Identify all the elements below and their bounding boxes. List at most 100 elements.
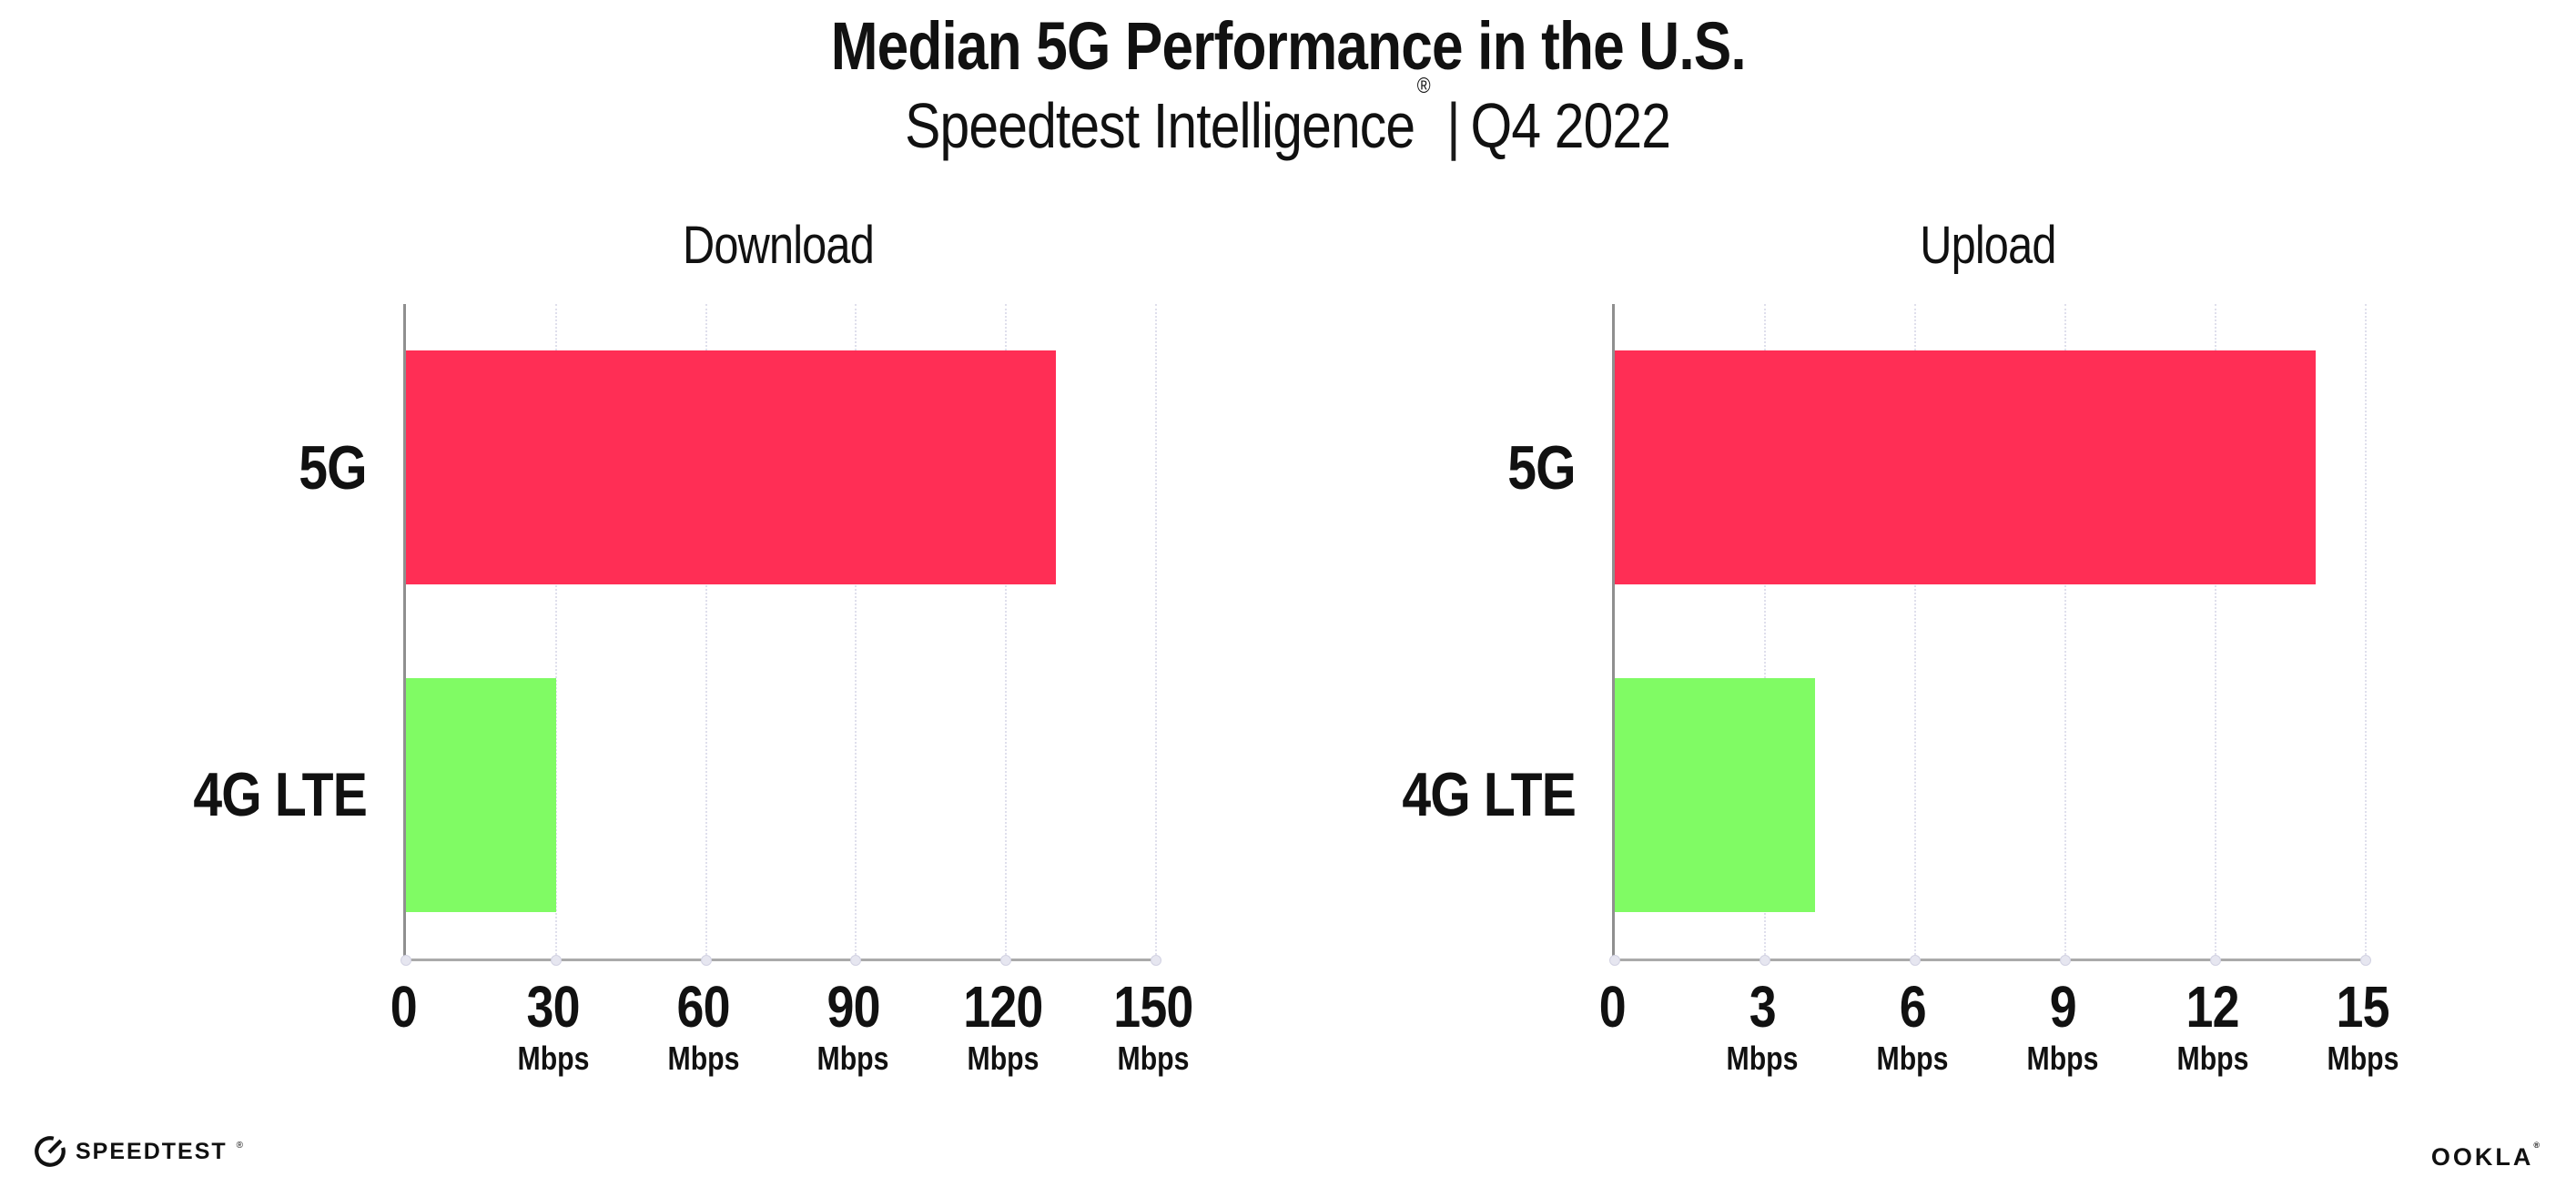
tick-value-text: 120 [963, 974, 1044, 1040]
tick-value: 0 [312, 974, 494, 1040]
ookla-trademark-icon: ® [2533, 1141, 2542, 1150]
tick-label: 90 Mbps [762, 974, 944, 1077]
page-subtitle: Speedtest Intelligence® | Q4 2022 [0, 74, 2576, 162]
tick-value: 15 [2272, 974, 2454, 1040]
tick-value-text: 3 [1749, 974, 1776, 1040]
page-title-text: Median 5G Performance in the U.S. [830, 8, 1746, 84]
speedtest-gauge-icon [35, 1136, 66, 1167]
bar-5g [1615, 350, 2316, 585]
gridline [2064, 304, 2066, 959]
page-subtitle-text: Speedtest Intelligence® | Q4 2022 [905, 74, 1672, 162]
tick-unit: Mbps [1671, 1040, 1853, 1077]
speedtest-logo: SPEEDTEST ® [33, 1134, 244, 1169]
tick-value-text: 12 [2186, 974, 2240, 1040]
ookla-logo-text: OOKLA [2430, 1143, 2534, 1171]
tick-label: 3 Mbps [1671, 974, 1853, 1077]
gridline [1914, 304, 1916, 959]
tick-value-text: 60 [676, 974, 731, 1040]
tick-label: 15 Mbps [2272, 974, 2454, 1077]
tick-value-text: 15 [2336, 974, 2390, 1040]
category-label-text: 5G [299, 432, 367, 502]
tick-value-text: 0 [1598, 974, 1626, 1040]
upload-chart-title-text: Upload [1919, 216, 2056, 275]
tick-label: 0 [312, 974, 494, 1040]
category-label-text: 5G [1507, 432, 1576, 502]
axis-tick-dot [401, 955, 411, 966]
tick-unit-text: Mbps [1876, 1040, 1949, 1077]
subtitle-separator: | [1446, 90, 1461, 161]
tick-unit: Mbps [1062, 1040, 1244, 1077]
category-label: 4G LTE [0, 754, 368, 836]
category-label: 5G [0, 427, 1576, 509]
speedtest-logo-text: SPEEDTEST [76, 1138, 228, 1164]
subtitle-period: Q4 2022 [1470, 90, 1672, 161]
tick-value: 90 [762, 974, 944, 1040]
tick-value: 60 [613, 974, 795, 1040]
tick-value: 9 [1972, 974, 2154, 1040]
axis-tick-dot [2360, 955, 2371, 966]
subtitle-brand: Speedtest Intelligence [905, 90, 1415, 161]
download-chart-title-text: Download [683, 216, 875, 275]
page-title: Median 5G Performance in the U.S. [0, 7, 2576, 85]
tick-value: 3 [1671, 974, 1853, 1040]
tick-label: 6 Mbps [1821, 974, 2003, 1077]
bar-4g-lte [406, 677, 556, 912]
tick-value-text: 90 [827, 974, 880, 1040]
tick-unit-text: Mbps [967, 1040, 1040, 1077]
axis-tick-dot [1000, 955, 1012, 966]
gridline [855, 304, 857, 959]
tick-label: 60 Mbps [613, 974, 795, 1077]
tick-unit-text: Mbps [667, 1040, 740, 1077]
axis-tick-dot [1760, 955, 1770, 966]
tick-value: 30 [462, 978, 644, 1036]
tick-unit: Mbps [762, 1040, 944, 1077]
tick-unit: Mbps [2272, 1040, 2454, 1077]
speedtest-trademark-icon: ® [236, 1140, 244, 1151]
tick-unit-text: Mbps [2327, 1040, 2399, 1077]
gridline [554, 304, 557, 959]
tick-value: 120 [912, 974, 1094, 1040]
upload-chart-title: Upload [1612, 215, 2363, 276]
tick-value-text: 150 [1113, 974, 1193, 1040]
gridline [705, 304, 707, 959]
tick-unit: Mbps [613, 1040, 795, 1077]
axis-tick-dot [1910, 955, 1921, 966]
tick-unit-text: Mbps [2176, 1040, 2249, 1077]
bar-4g-lte [1615, 677, 1815, 912]
axis-tick-dot [2060, 955, 2071, 966]
tick-label: 30 Mbps [462, 978, 644, 1077]
tick-value: 6 [1821, 974, 2003, 1040]
axis-tick-dot [2210, 955, 2221, 966]
download-chart-title: Download [403, 215, 1153, 276]
gridline [2215, 304, 2216, 959]
tick-value: 150 [1062, 974, 1244, 1040]
tick-label: 0 [1521, 974, 1703, 1040]
tick-value-text: 9 [2049, 974, 2076, 1040]
tick-label: 9 Mbps [1972, 974, 2154, 1077]
download-chart-plot-area [401, 304, 1161, 966]
category-label: 5G [0, 427, 367, 509]
tick-unit: Mbps [1821, 1040, 2003, 1077]
tick-unit: Mbps [912, 1040, 1094, 1077]
tick-value-text: 6 [1899, 974, 1926, 1040]
gridline [1155, 304, 1157, 959]
tick-unit-text: Mbps [816, 1040, 889, 1077]
tick-value: 0 [1521, 974, 1703, 1040]
tick-unit-text: Mbps [517, 1040, 590, 1077]
tick-unit-text: Mbps [2026, 1040, 2099, 1077]
gridline [2365, 304, 2367, 959]
tick-unit: Mbps [2122, 1040, 2304, 1077]
category-label-text: 4G LTE [193, 760, 368, 830]
tick-label: 12 Mbps [2122, 974, 2304, 1077]
axis-tick-dot [1609, 955, 1620, 966]
axis-tick-dot [700, 955, 712, 966]
tick-value: 12 [2122, 974, 2304, 1040]
tick-label: 120 Mbps [912, 974, 1094, 1077]
tick-unit-text: Mbps [1726, 1040, 1799, 1077]
axis-tick-dot [1151, 955, 1161, 966]
axis-tick-dot [550, 955, 562, 966]
tick-value-text: 0 [390, 974, 417, 1040]
tick-unit: Mbps [462, 1040, 644, 1077]
category-label-text: 4G LTE [1402, 760, 1577, 830]
